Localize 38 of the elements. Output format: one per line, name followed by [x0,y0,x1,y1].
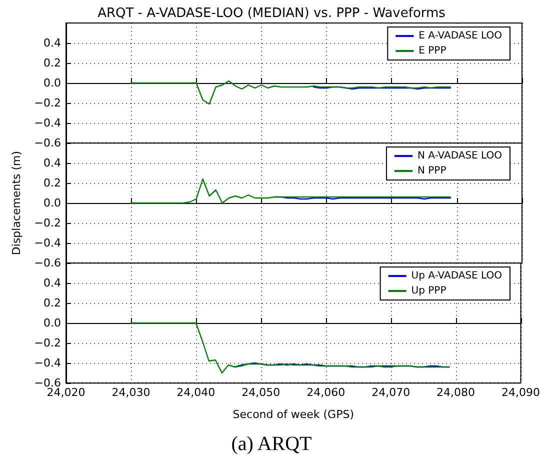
y-tick-label: −0.4 [34,236,61,250]
legend-label: N PPP [417,166,446,176]
x-tick-label: 24,060 [306,386,346,399]
legend-label: N A-VADASE LOO [417,150,502,162]
y-tick-label: 0.4 [44,36,61,50]
y-axis-title: Displacements (m) [10,150,23,256]
y-tick-label: 0.4 [44,156,61,170]
y-tick-label: −0.2 [34,336,61,350]
y-tick-label: −0.6 [34,256,61,270]
y-tick-label: 0.2 [44,56,61,70]
line-series [130,178,451,204]
text: (a) ARQT [231,433,312,455]
y-tick-label: 0.0 [44,316,61,330]
y-tick-label: 0.0 [44,76,61,90]
legend-label: E PPP [418,46,446,56]
y-tick-label: 0.2 [44,176,61,190]
x-tick-label: 24,040 [176,386,216,399]
x-axis-title: Second of week (GPS) [232,408,354,421]
x-tick-label: 24,080 [436,386,476,399]
line-series [130,80,451,105]
y-tick-label: −0.2 [34,216,61,230]
x-tick-label: 24,090 [502,386,540,399]
chart-title: ARQT - A-VADASE-LOO (MEDIAN) vs. PPP - Waveforms [98,6,446,21]
legend-label: Up PPP [411,286,446,296]
x-tick-label: 24,050 [242,386,280,399]
y-tick-label: −0.6 [34,136,61,150]
legend-label: Up A-VADASE LOO [411,270,502,282]
y-tick-label: 0.2 [44,296,61,310]
x-tick-label: 24,070 [372,386,410,399]
x-tick-label: 24,030 [112,386,150,399]
y-tick-label: −0.4 [34,356,61,370]
y-tick-label: −0.2 [34,96,61,110]
y-tick-label: 0.0 [44,196,61,210]
legend-label: E A-VADASE LOO [418,30,502,42]
x-tick-label: 24,020 [46,386,86,399]
y-tick-label: 0.4 [44,276,61,290]
line-series [130,322,450,374]
y-tick-label: −0.4 [34,116,61,130]
